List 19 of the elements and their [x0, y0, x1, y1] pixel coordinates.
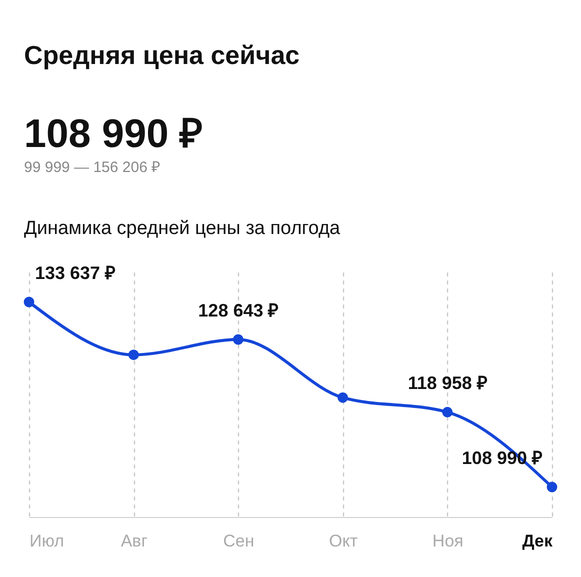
point	[546, 482, 558, 492]
x-tick-label: Июл	[30, 532, 64, 550]
text: 108 990 ₽	[24, 111, 203, 158]
point	[338, 392, 348, 403]
x-tick-label: Ноя	[432, 532, 464, 550]
point	[442, 406, 453, 418]
x-tick-label: Дек	[522, 532, 553, 550]
x-tick-label: Авг	[120, 532, 148, 550]
data-label: 128 643 ₽	[198, 300, 280, 320]
chart-title: Средняя цена сейчас	[24, 40, 300, 71]
point	[128, 350, 139, 360]
text: 99 999 — 156 206 ₽	[24, 158, 161, 176]
data-label: 118 958 ₽	[408, 373, 488, 394]
point	[24, 296, 34, 308]
x-tick-label: Окт	[328, 532, 358, 550]
data-label: 133 637 ₽	[35, 263, 116, 283]
x-tick-label: Сен	[223, 532, 254, 550]
point	[232, 334, 244, 345]
chart-subtitle: Динамика средней цены за полгода	[24, 218, 340, 240]
